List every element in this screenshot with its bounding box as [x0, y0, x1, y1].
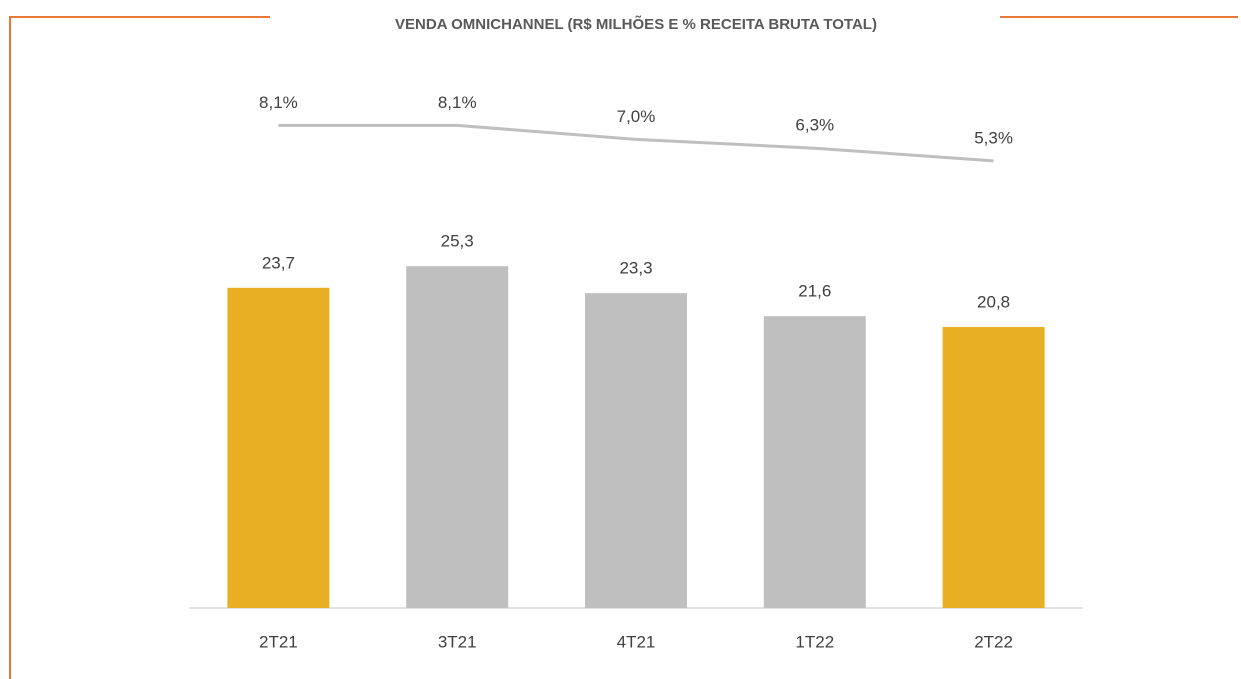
- bar: [227, 287, 330, 608]
- line: [278, 123, 994, 163]
- x-tick-label: 4T21: [617, 632, 656, 651]
- bar: [406, 266, 509, 608]
- data-label: 23,7: [262, 253, 295, 272]
- bar: [942, 326, 1045, 608]
- data-label: 5,3%: [974, 128, 1013, 147]
- data-label: 6,3%: [795, 116, 834, 135]
- data-label: 23,3: [619, 259, 652, 278]
- x-tick-label: 2T21: [259, 632, 298, 651]
- data-label: 25,3: [441, 232, 474, 251]
- data-label: 7,0%: [617, 107, 656, 126]
- chart-title: VENDA OMNICHANNEL (R$ MILHÕES E % RECEIT…: [395, 15, 877, 33]
- data-label: 21,6: [798, 282, 831, 301]
- bar: [585, 293, 687, 608]
- bar: [763, 316, 866, 608]
- data-label: 8,1%: [259, 93, 298, 112]
- x-tick-label: 3T21: [438, 632, 477, 651]
- data-label: 20,8: [977, 292, 1010, 311]
- data-label: 8,1%: [438, 93, 477, 112]
- x-tick-label: 1T22: [795, 632, 834, 651]
- x-tick-label: 2T22: [974, 632, 1013, 651]
